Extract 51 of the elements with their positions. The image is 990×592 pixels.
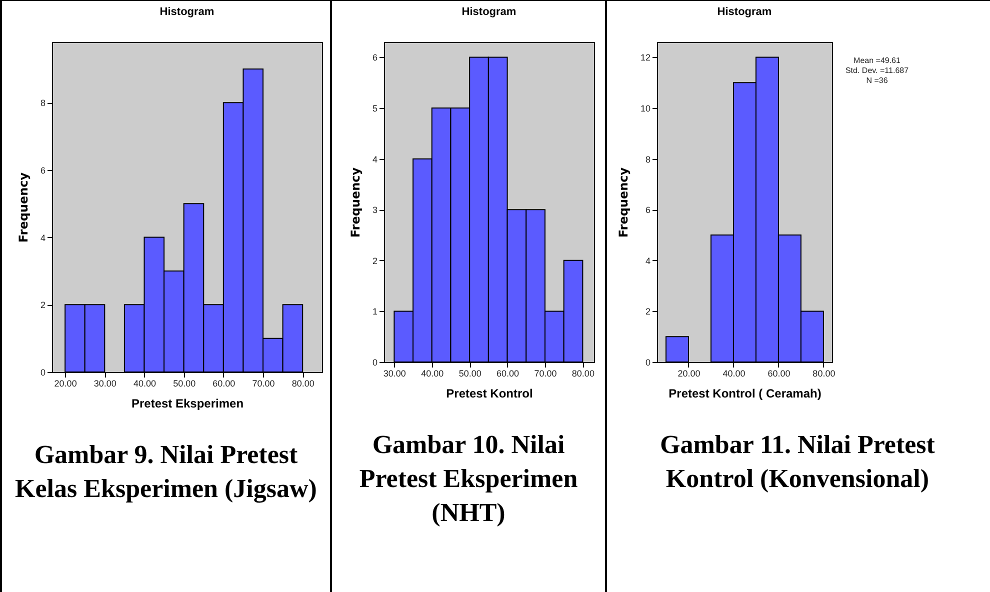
x-tick-label: 50.00 xyxy=(458,368,482,378)
x-axis-title: Pretest Kontrol xyxy=(446,386,533,400)
x-tick-label: 80.00 xyxy=(572,368,594,378)
y-tick-label: 4 xyxy=(372,154,378,164)
y-tick-label: 2 xyxy=(40,300,45,310)
text: Gambar 10. Nilai Pretest Eksperimen (NHT) xyxy=(358,429,579,529)
y-tick-label: 0 xyxy=(645,358,650,368)
x-tick-label: 60.00 xyxy=(212,378,235,388)
chart-title: Histogram xyxy=(159,6,214,18)
chart-title: Histogram xyxy=(462,6,516,18)
y-tick-label: 10 xyxy=(640,104,650,114)
y-tick-label: 5 xyxy=(372,104,378,114)
y-tick-label: 8 xyxy=(645,154,650,164)
x-tick-label: 40.00 xyxy=(722,368,746,378)
x-tick-label: 70.00 xyxy=(534,368,557,378)
text: Std. Dev. =11.687 xyxy=(845,66,910,75)
x-tick-label: 40.00 xyxy=(421,368,444,378)
text: Gambar 11. Nilai Pretest Kontrol (Konvensional) xyxy=(659,429,936,495)
y-tick-label: 0 xyxy=(40,368,45,378)
x-tick-label: 50.00 xyxy=(172,378,196,388)
x-tick-label: 70.00 xyxy=(252,378,274,388)
y-tick-label: 6 xyxy=(372,52,378,63)
x-tick-label: 20.00 xyxy=(678,368,700,378)
y-axis-title: Frequency xyxy=(348,167,362,238)
y-tick-label: 4 xyxy=(645,256,650,266)
y-tick-label: 2 xyxy=(372,256,378,266)
x-tick-label: 60.00 xyxy=(768,368,790,378)
x-tick-label: 80.00 xyxy=(291,378,314,388)
x-tick-label: 20.00 xyxy=(54,378,76,388)
y-axis-title: Frequency xyxy=(16,172,30,243)
text: Gambar 9. Nilai Pretest Kelas Eksperimen (Jigsaw) xyxy=(14,439,318,505)
y-tick-label: 4 xyxy=(40,232,45,243)
y-tick-label: 1 xyxy=(372,306,378,317)
x-tick-label: 40.00 xyxy=(132,378,156,388)
y-axis-title: Frequency xyxy=(616,167,630,238)
x-axis-title: Pretest Kontrol ( Ceramah) xyxy=(668,386,822,400)
y-tick-label: 12 xyxy=(640,52,650,63)
y-tick-label: 2 xyxy=(645,306,650,317)
x-tick-label: 30.00 xyxy=(93,378,116,388)
x-tick-label: 30.00 xyxy=(383,368,406,378)
text: Mean =49.61 xyxy=(854,56,902,65)
x-tick-label: 60.00 xyxy=(496,368,520,378)
x-axis-title: Pretest Eksperimen xyxy=(130,396,244,410)
y-tick-label: 3 xyxy=(372,205,378,216)
y-tick-label: 0 xyxy=(372,358,378,368)
x-tick-label: 80.00 xyxy=(812,368,836,378)
text: N =36 xyxy=(866,76,888,85)
y-tick-label: 6 xyxy=(645,205,650,216)
y-tick-label: 6 xyxy=(40,165,45,176)
chart-title: Histogram xyxy=(717,6,772,18)
y-tick-label: 8 xyxy=(40,98,45,108)
